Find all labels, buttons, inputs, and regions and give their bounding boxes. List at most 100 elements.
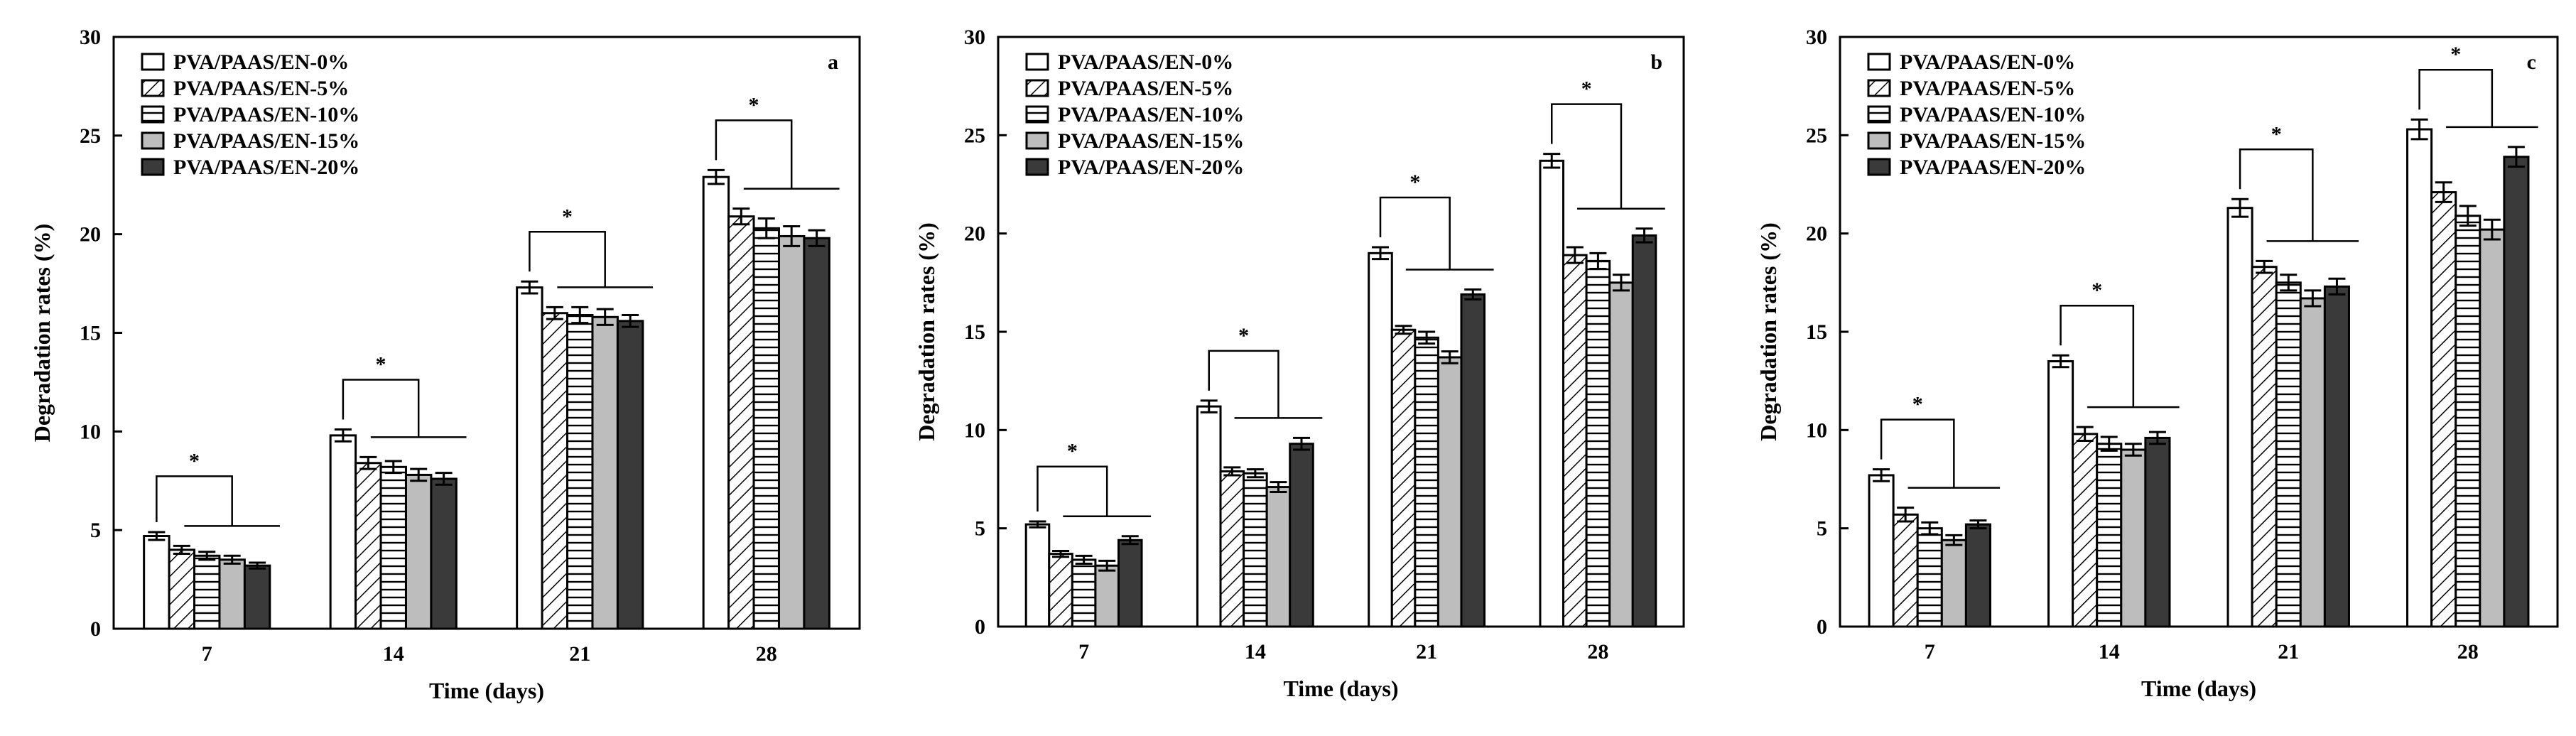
- bar: [702, 175, 730, 630]
- bracket-line: [1379, 196, 1451, 270]
- y-tick-label: 30: [964, 26, 985, 49]
- panel-letter: a: [828, 50, 838, 74]
- significance-bracket: *: [342, 353, 467, 438]
- bar: [616, 320, 644, 630]
- y-tick-label: 15: [80, 322, 101, 345]
- y-tick-label: 15: [964, 320, 985, 344]
- significance-bracket: *: [1208, 324, 1323, 419]
- y-tick-label: 25: [80, 124, 101, 148]
- legend-label: PVA/PAAS/EN-20%: [173, 156, 359, 179]
- legend: PVA/PAAS/EN-0% PVA/PAAS/EN-5% PVA/PAAS/EN-…: [1025, 50, 1244, 179]
- legend-label: PVA/PAAS/EN-20%: [1900, 156, 2086, 179]
- bar: [355, 462, 382, 630]
- y-tick-label: 30: [80, 26, 101, 49]
- legend-label: PVA/PAAS/EN-10%: [1900, 103, 2086, 126]
- bar: [2096, 443, 2123, 628]
- bar: [193, 554, 221, 630]
- bar: [218, 558, 246, 630]
- significance-bracket: *: [529, 205, 654, 288]
- significance-bracket: *: [1379, 171, 1494, 271]
- panel-letter: b: [1650, 50, 1662, 74]
- y-tick-label: 5: [90, 519, 101, 542]
- bracket-line: [2060, 304, 2135, 408]
- bar: [2406, 128, 2433, 628]
- bar: [1243, 472, 1268, 628]
- y-tick-label: 10: [964, 418, 985, 442]
- bar: [1868, 474, 1895, 628]
- legend-swatch: [1867, 79, 1891, 97]
- legend-swatch: [141, 53, 165, 71]
- significance-bracket: *: [1880, 393, 2001, 489]
- bracket-line: [1208, 350, 1279, 418]
- bar: [1414, 336, 1439, 628]
- bracket-line: [2239, 148, 2314, 242]
- bracket-line: [715, 119, 793, 189]
- significance-star: *: [2450, 43, 2461, 66]
- significance-bracket: *: [715, 93, 840, 190]
- significance-star: *: [2271, 122, 2282, 146]
- bar: [1219, 470, 1245, 628]
- y-tick-label: 0: [90, 617, 101, 641]
- x-tick-label: 21: [2278, 640, 2299, 664]
- significance-star: *: [562, 205, 573, 228]
- bar: [2144, 436, 2171, 628]
- bar: [516, 286, 543, 630]
- y-tick-label: 30: [1806, 26, 1827, 49]
- y-tick-label: 20: [1806, 222, 1827, 246]
- legend-label: PVA/PAAS/EN-15%: [173, 129, 359, 153]
- bar: [2479, 228, 2506, 628]
- bar: [1196, 405, 1222, 628]
- y-axis-label: Degradation rates (%): [914, 222, 939, 440]
- bar: [591, 315, 619, 630]
- bar: [1289, 443, 1314, 628]
- legend-swatch: [1867, 105, 1891, 124]
- y-tick-label: 10: [1806, 418, 1827, 442]
- legend-label: PVA/PAAS/EN-5%: [1058, 77, 1233, 100]
- bar: [1094, 564, 1120, 628]
- bar: [1390, 328, 1417, 628]
- legend-swatch: [1025, 79, 1049, 97]
- bar: [2455, 215, 2482, 628]
- significance-bracket: *: [1550, 77, 1665, 210]
- legend-swatch: [1867, 158, 1891, 176]
- significance-bracket: *: [156, 449, 281, 527]
- legend-swatch: [141, 131, 165, 150]
- y-tick-label: 5: [1817, 517, 1827, 541]
- bar: [2072, 433, 2099, 628]
- x-tick-label: 7: [1925, 640, 1935, 664]
- x-tick-label: 28: [756, 642, 777, 666]
- bar: [2299, 297, 2326, 628]
- bar: [1585, 259, 1611, 628]
- chart-panel-a: 0 5 10 15 20 25 30 Degradation rates (%) Time (d…: [29, 26, 861, 703]
- y-tick-label: 5: [975, 517, 985, 541]
- significance-bracket: *: [2239, 122, 2359, 242]
- bar: [2226, 207, 2253, 628]
- significance-star: *: [1409, 171, 1420, 194]
- bar: [2503, 156, 2530, 628]
- y-tick-label: 20: [80, 223, 101, 247]
- bar: [2047, 360, 2074, 628]
- legend-label: PVA/PAAS/EN-0%: [1058, 50, 1233, 74]
- chart-panel-c: 0 5 10 15 20 25 30 Degradation rates (%) Time (d…: [1755, 26, 2559, 701]
- y-tick-label: 0: [975, 615, 985, 639]
- bar: [1368, 251, 1393, 628]
- legend-swatch: [1025, 53, 1049, 71]
- bar: [2251, 266, 2278, 628]
- legend: PVA/PAAS/EN-0% PVA/PAAS/EN-5% PVA/PAAS/EN-…: [141, 50, 359, 179]
- y-tick-label: 25: [964, 124, 985, 147]
- bracket-line: [342, 379, 420, 438]
- bar: [541, 312, 569, 630]
- x-tick-label: 21: [569, 642, 590, 666]
- x-tick-label: 7: [1078, 640, 1089, 664]
- x-axis-label: Time (days): [429, 678, 544, 703]
- significance-star: *: [376, 353, 386, 377]
- bracket-line: [2418, 68, 2494, 127]
- bar: [803, 237, 830, 630]
- y-axis-label: Degradation rates (%): [1755, 222, 1781, 440]
- bar: [1436, 356, 1463, 628]
- bar: [379, 465, 407, 630]
- bar: [1562, 254, 1588, 628]
- bar: [143, 534, 171, 630]
- significance-star: *: [749, 93, 759, 117]
